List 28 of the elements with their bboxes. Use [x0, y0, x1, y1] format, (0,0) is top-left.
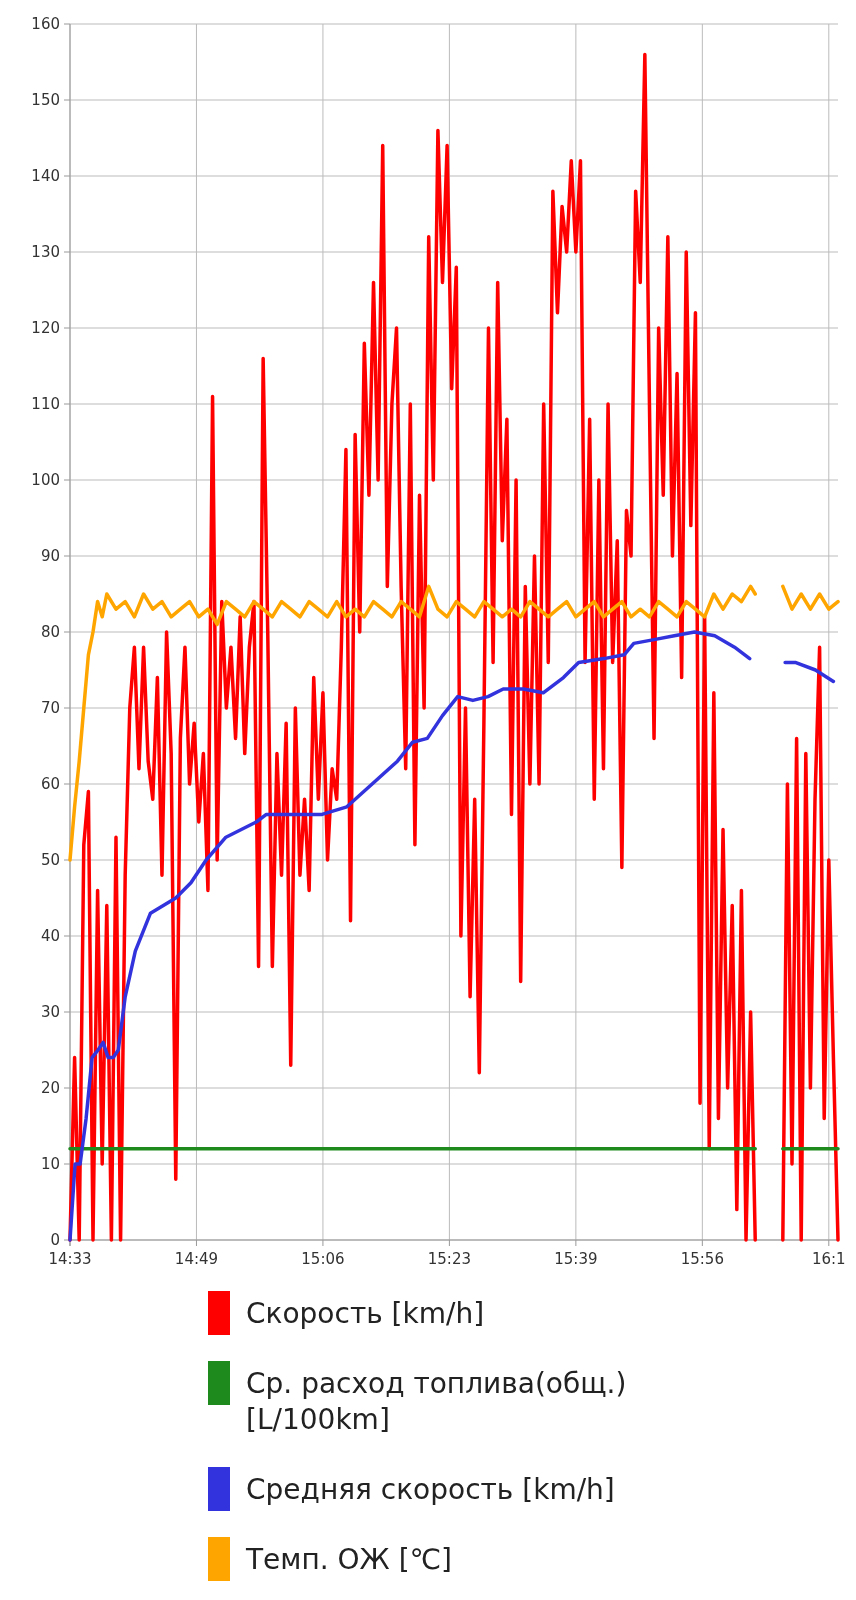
x-tick-label: 15:06 [301, 1250, 345, 1268]
y-tick-label: 50 [40, 851, 60, 870]
y-tick-label: 130 [31, 243, 60, 262]
x-tick-label: 15:39 [554, 1250, 598, 1268]
x-tick-label: 16:1 [811, 1250, 846, 1268]
y-tick-label: 30 [40, 1003, 60, 1022]
legend-label: Скорость [km/h] [246, 1297, 485, 1330]
y-tick-label: 120 [31, 319, 60, 338]
x-tick-label: 14:49 [174, 1250, 219, 1268]
x-tick-label: 15:56 [680, 1250, 724, 1268]
legend-label: Темп. ОЖ [℃] [245, 1543, 452, 1576]
y-tick-label: 0 [50, 1231, 60, 1250]
y-tick-label: 20 [40, 1079, 60, 1098]
y-tick-label: 140 [31, 167, 60, 186]
y-tick-label: 40 [40, 927, 60, 946]
y-tick-label: 70 [40, 699, 60, 718]
y-tick-label: 80 [40, 623, 60, 642]
legend-label: Средняя скорость [km/h] [246, 1473, 615, 1506]
y-tick-label: 110 [31, 395, 60, 414]
y-tick-label: 60 [40, 775, 60, 794]
y-tick-label: 90 [40, 547, 60, 566]
y-tick-label: 150 [31, 91, 60, 110]
y-tick-label: 100 [31, 471, 60, 490]
legend-label: Ср. расход топлива(общ.) [L/100km] [246, 1367, 627, 1436]
y-tick-label: 10 [40, 1155, 60, 1174]
x-tick-label: 15:23 [427, 1250, 472, 1268]
y-tick-label: 160 [31, 15, 60, 34]
x-tick-label: 14:33 [48, 1250, 92, 1268]
